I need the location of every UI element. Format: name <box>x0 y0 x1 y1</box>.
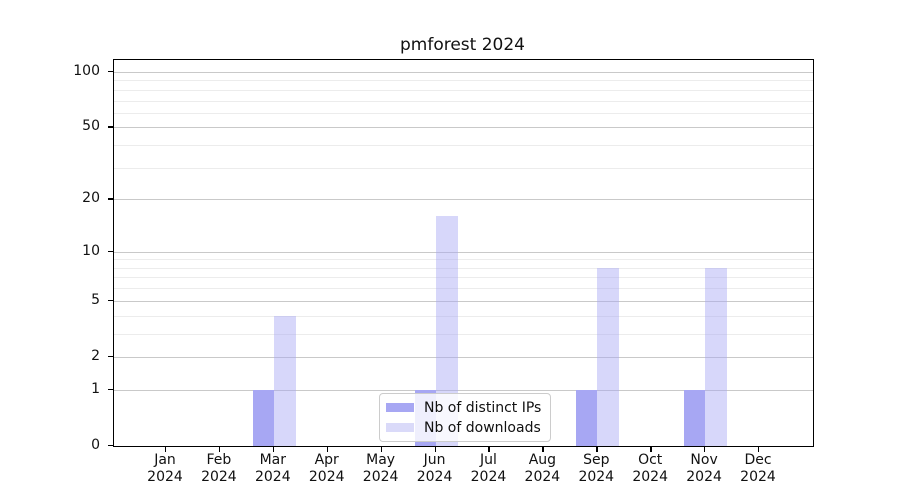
gridline-minor <box>114 288 813 290</box>
x-tick-mark <box>272 447 275 452</box>
bar-downloads-nov <box>705 267 728 446</box>
legend-box: Nb of distinct IPs Nb of downloads <box>379 393 552 442</box>
legend-swatch-icon <box>386 403 414 412</box>
y-axis-tick-label: 10 <box>82 242 100 259</box>
gridline-major <box>114 389 813 391</box>
chart-title: pmforest 2024 <box>399 35 525 55</box>
y-tick-mark <box>108 445 113 447</box>
gridline-minor <box>114 112 813 114</box>
bar-downloads-mar <box>273 315 296 446</box>
gridline-minor <box>114 100 813 102</box>
gridline-major <box>114 300 813 302</box>
x-tick-mark <box>704 447 706 452</box>
x-tick-mark <box>326 447 329 452</box>
y-tick-mark <box>108 299 113 302</box>
x-axis-tick-label: Aug 2024 <box>524 452 561 485</box>
x-tick-mark <box>380 447 383 452</box>
x-axis-tick-label: Sep 2024 <box>578 452 615 485</box>
bar-distinct-ips-sep <box>576 389 598 446</box>
x-tick-mark <box>488 447 490 452</box>
legend-swatch-icon <box>386 423 414 432</box>
y-tick-mark <box>108 250 113 253</box>
gridline-major <box>114 72 813 73</box>
y-axis-tick-label: 5 <box>91 291 100 308</box>
y-axis-tick-label: 100 <box>73 63 100 79</box>
gridline-minor <box>114 80 813 82</box>
bar-downloads-sep <box>597 267 620 446</box>
x-tick-mark <box>596 447 598 452</box>
gridline-major <box>114 199 813 201</box>
bar-distinct-ips-mar <box>252 389 274 446</box>
x-axis-tick-label: Apr 2024 <box>308 452 345 485</box>
x-tick-mark <box>218 447 221 452</box>
bar-distinct-ips-nov <box>684 389 706 446</box>
x-axis-tick-label: Jun 2024 <box>416 452 453 485</box>
x-axis-tick-label: Mar 2024 <box>254 452 291 485</box>
y-tick-mark <box>108 126 113 128</box>
gridline-minor <box>114 277 813 279</box>
legend-entry: Nb of distinct IPs <box>386 399 541 416</box>
y-tick-mark <box>108 71 113 73</box>
y-tick-mark <box>108 198 113 200</box>
x-tick-mark <box>542 447 544 452</box>
x-axis-tick-label: Jul 2024 <box>470 452 507 485</box>
x-axis-tick-label: Dec 2024 <box>740 452 776 485</box>
x-axis-tick-label: Oct 2024 <box>632 452 668 485</box>
x-axis-tick-label: Feb 2024 <box>201 452 237 485</box>
legend-label: Nb of distinct IPs <box>424 399 542 416</box>
gridline-minor <box>114 89 813 91</box>
y-axis-tick-label: 2 <box>91 347 100 364</box>
gridline-minor <box>114 333 813 335</box>
gridline-minor <box>114 267 813 269</box>
y-tick-mark <box>108 388 113 391</box>
y-axis-tick-label: 1 <box>91 380 100 397</box>
x-tick-mark <box>758 447 760 452</box>
y-tick-mark <box>108 355 113 358</box>
plot-area: Nb of distinct IPs Nb of downloads <box>113 59 814 447</box>
y-axis-tick-label: 20 <box>82 190 100 207</box>
x-axis-tick-label: May 2024 <box>362 452 399 485</box>
gridline-major <box>114 251 813 253</box>
y-axis-tick-label: 0 <box>91 437 100 453</box>
x-tick-mark <box>650 447 652 452</box>
x-tick-mark <box>434 447 436 452</box>
gridline-minor <box>114 315 813 317</box>
legend-label: Nb of downloads <box>424 419 541 436</box>
y-axis-tick-label: 50 <box>82 118 100 135</box>
x-tick-mark <box>165 447 167 452</box>
x-axis-tick-label: Jan 2024 <box>147 452 183 485</box>
gridline-major <box>114 127 813 129</box>
gridline-minor <box>114 167 813 169</box>
gridline-minor <box>114 145 813 147</box>
gridline-major <box>114 356 813 358</box>
x-axis-tick-label: Nov 2024 <box>686 452 722 485</box>
bar-downloads-jun <box>435 216 458 446</box>
legend-entry: Nb of downloads <box>386 419 541 436</box>
gridline-minor <box>114 259 813 261</box>
